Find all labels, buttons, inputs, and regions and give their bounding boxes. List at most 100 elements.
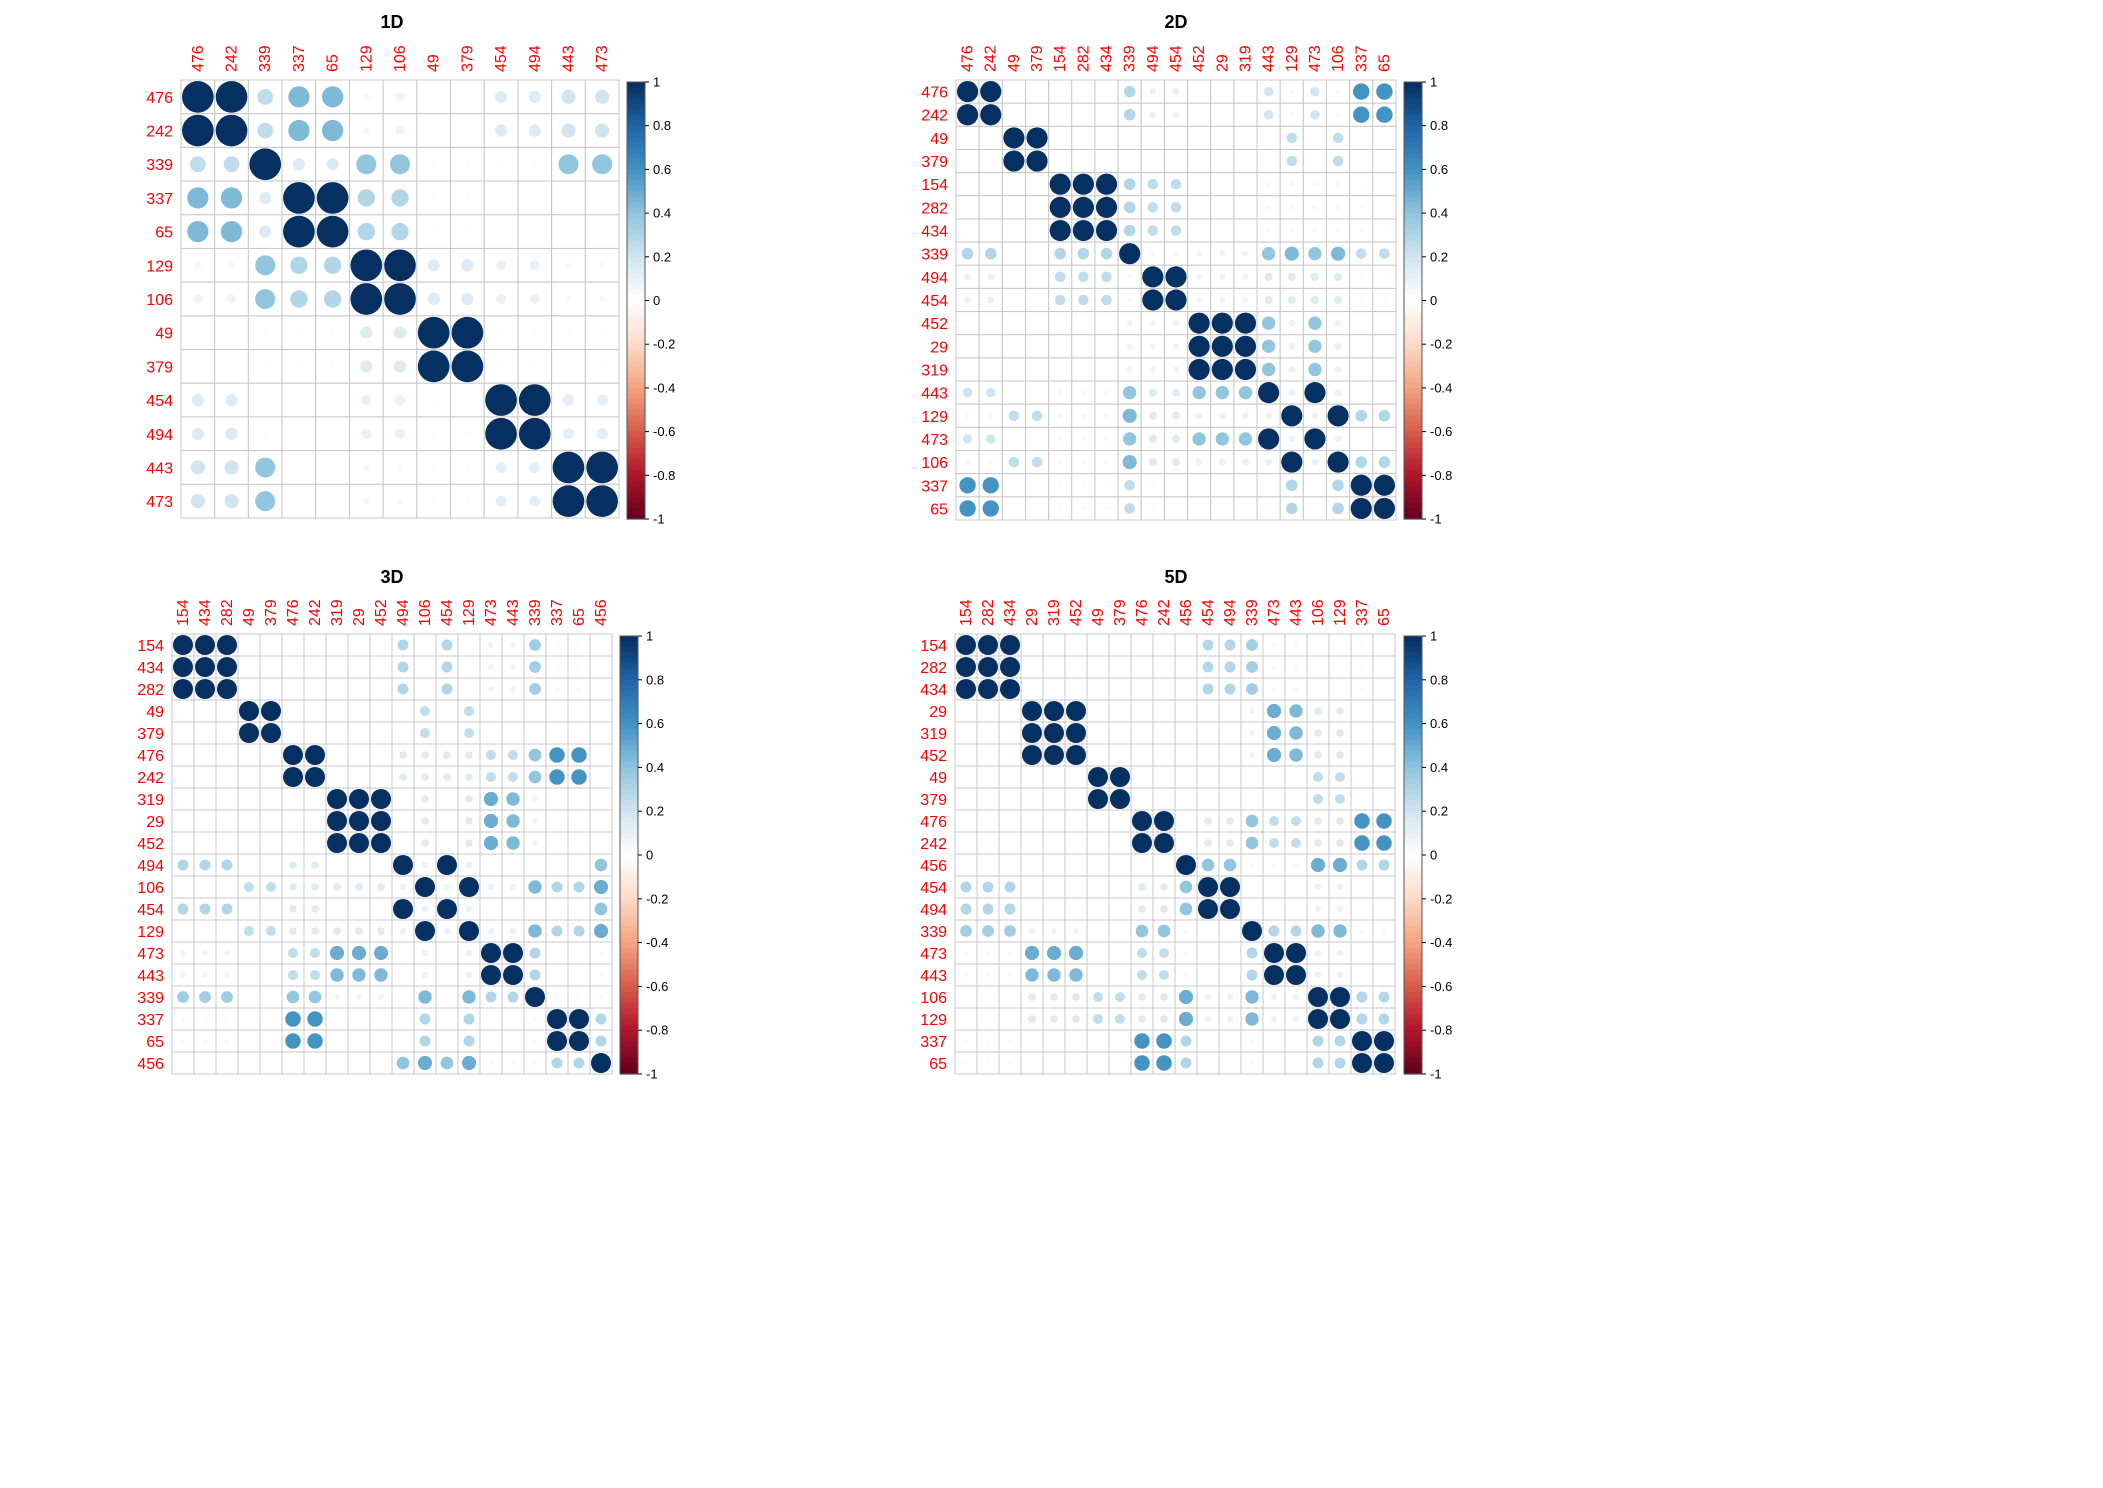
corr-circle xyxy=(431,498,436,504)
grid-cell xyxy=(1233,148,1258,174)
corr-circle xyxy=(217,635,237,655)
column-label: 65 xyxy=(325,54,342,72)
grid-cell xyxy=(1020,875,1044,899)
colorbar-segment xyxy=(1404,844,1422,851)
colorbar-tick-label: 0 xyxy=(646,848,653,863)
colorbar-segment xyxy=(1404,636,1422,643)
corr-circle xyxy=(554,994,560,1000)
grid-cell xyxy=(545,941,569,965)
corr-circle xyxy=(177,903,189,915)
corr-circle xyxy=(1196,297,1203,303)
corr-circle xyxy=(465,905,473,913)
grid-cell xyxy=(1108,919,1132,943)
corr-circle xyxy=(982,477,999,494)
grid-cell xyxy=(955,218,980,243)
corr-circle xyxy=(327,811,347,831)
corr-circle xyxy=(420,728,430,738)
colorbar-segment xyxy=(620,893,638,900)
grid-cell xyxy=(1152,787,1176,811)
grid-cell xyxy=(1187,148,1212,174)
corr-circle xyxy=(393,899,413,919)
column-label: 106 xyxy=(1330,45,1347,72)
grid-cell xyxy=(347,1051,371,1075)
corr-circle xyxy=(532,364,538,369)
corr-circle xyxy=(193,294,203,304)
colorbar-segment xyxy=(1404,240,1422,247)
corr-circle xyxy=(486,772,496,782)
corr-circle xyxy=(397,683,409,695)
corr-circle xyxy=(1314,729,1322,737)
row-label: 242 xyxy=(146,124,173,141)
corr-circle xyxy=(377,927,385,935)
corr-circle xyxy=(1249,1060,1255,1066)
grid-cell xyxy=(237,831,261,855)
grid-cell xyxy=(1240,897,1264,921)
colorbar-segment xyxy=(627,322,645,329)
grid-cell xyxy=(325,1007,349,1031)
column-label: 337 xyxy=(549,599,566,626)
corr-circle xyxy=(440,1056,454,1070)
grid-cell xyxy=(976,743,1000,767)
corr-circle xyxy=(1124,479,1135,491)
grid-cell xyxy=(369,1029,393,1053)
grid-cell xyxy=(1024,264,1050,289)
corr-circle xyxy=(1173,251,1179,257)
grid-cell xyxy=(1349,125,1374,150)
grid-cell xyxy=(1262,787,1286,811)
corr-circle xyxy=(1289,112,1295,118)
corr-circle xyxy=(1174,483,1178,488)
colorbar-tick-label: 0 xyxy=(1430,293,1437,308)
corr-circle xyxy=(1122,432,1137,446)
colorbar-tick-label: 1 xyxy=(646,629,653,644)
grid-cell xyxy=(391,809,415,833)
grid-cell xyxy=(1372,765,1396,789)
column-label: 49 xyxy=(426,54,443,72)
row-label: 434 xyxy=(137,660,164,677)
corr-circle xyxy=(330,968,344,982)
corr-circle xyxy=(181,929,185,933)
grid-cell xyxy=(1071,311,1096,336)
grid-cell xyxy=(237,677,261,701)
row-label: 379 xyxy=(920,792,947,809)
grid-cell xyxy=(1024,241,1050,266)
corr-circle xyxy=(1122,455,1137,470)
colorbar-segment xyxy=(620,849,638,856)
corr-circle xyxy=(494,124,508,137)
grid-cell xyxy=(954,985,978,1009)
corr-circle xyxy=(593,923,609,939)
grid-cell xyxy=(998,985,1022,1009)
colorbar-segment xyxy=(620,959,638,966)
grid-cell xyxy=(567,831,591,855)
colorbar-segment xyxy=(1404,103,1422,110)
grid-cell xyxy=(976,831,1000,855)
grid-cell xyxy=(1130,721,1154,745)
corr-circle xyxy=(1224,661,1236,673)
colorbar-segment xyxy=(627,207,645,214)
corr-circle xyxy=(1381,928,1387,934)
grid-cell xyxy=(1349,334,1374,359)
corr-circle xyxy=(960,925,972,937)
grid-cell xyxy=(1262,875,1286,899)
corr-circle xyxy=(528,90,541,103)
grid-cell xyxy=(1020,677,1044,701)
colorbar-segment xyxy=(627,404,645,411)
grid-cell xyxy=(281,787,305,811)
grid-cell xyxy=(237,809,261,833)
grid-cell xyxy=(1001,287,1026,313)
grid-cell xyxy=(523,699,547,723)
colorbar-tick-label: -0.4 xyxy=(653,380,675,395)
corr-circle xyxy=(1258,428,1280,450)
colorbar-segment xyxy=(1404,136,1422,143)
corr-circle xyxy=(329,945,345,961)
colorbar-segment xyxy=(1404,849,1422,856)
corr-circle xyxy=(1195,458,1203,466)
colorbar-segment xyxy=(620,909,638,916)
row-label: 454 xyxy=(137,902,164,919)
corr-circle xyxy=(552,485,585,517)
row-label: 473 xyxy=(920,946,947,963)
row-label: 473 xyxy=(921,432,948,449)
colorbar-segment xyxy=(627,338,645,345)
corr-circle xyxy=(1204,1015,1212,1023)
corr-circle xyxy=(1115,1014,1125,1024)
grid-cell xyxy=(1350,699,1374,723)
